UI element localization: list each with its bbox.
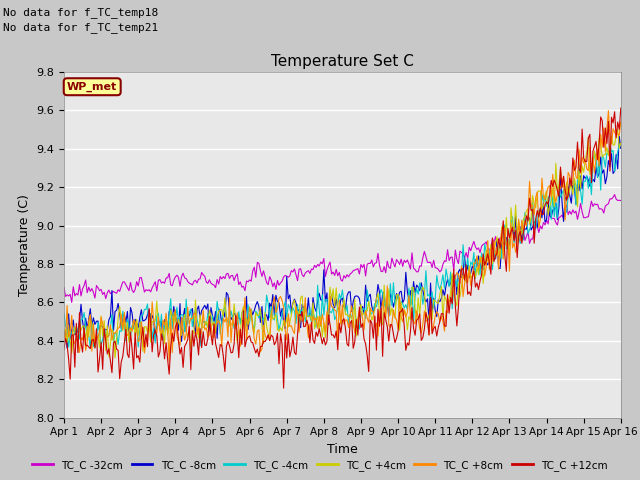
TC_C +4cm <box>76 320 83 326</box>
TC_C +8cm <box>410 319 417 324</box>
TC_C -8cm <box>410 279 417 285</box>
Text: WP_met: WP_met <box>67 82 117 92</box>
TC_C -8cm <box>165 309 173 314</box>
TC_C -32cm <box>410 265 417 271</box>
TC_C +8cm <box>550 192 558 198</box>
Text: No data for f_TC_temp21: No data for f_TC_temp21 <box>3 22 159 33</box>
TC_C +12cm <box>76 310 83 315</box>
TC_C +8cm <box>165 358 173 364</box>
TC_C -32cm <box>550 216 558 221</box>
Line: TC_C +8cm: TC_C +8cm <box>64 111 621 361</box>
TC_C -32cm <box>165 271 173 276</box>
TC_C -32cm <box>60 285 68 290</box>
TC_C +8cm <box>60 330 68 336</box>
TC_C +12cm <box>379 353 387 359</box>
TC_C +4cm <box>550 204 558 210</box>
TC_C -32cm <box>611 192 618 197</box>
TC_C +4cm <box>111 355 119 361</box>
TC_C +4cm <box>165 325 173 331</box>
Line: TC_C +4cm: TC_C +4cm <box>64 129 621 358</box>
TC_C -4cm <box>379 290 387 296</box>
TC_C -8cm <box>60 331 68 337</box>
TC_C +4cm <box>410 285 417 290</box>
TC_C -4cm <box>76 336 83 342</box>
TC_C +4cm <box>60 331 68 337</box>
TC_C +8cm <box>164 326 172 332</box>
Line: TC_C +12cm: TC_C +12cm <box>64 108 621 388</box>
TC_C -32cm <box>397 256 405 262</box>
Legend: TC_C -32cm, TC_C -8cm, TC_C -4cm, TC_C +4cm, TC_C +8cm, TC_C +12cm: TC_C -32cm, TC_C -8cm, TC_C -4cm, TC_C +… <box>28 456 612 475</box>
TC_C +8cm <box>379 299 387 304</box>
TC_C +8cm <box>397 314 405 320</box>
TC_C -32cm <box>617 198 625 204</box>
TC_C +12cm <box>410 325 417 331</box>
TC_C +8cm <box>617 119 625 125</box>
Line: TC_C -8cm: TC_C -8cm <box>64 136 621 348</box>
TC_C +4cm <box>397 300 405 305</box>
TC_C -8cm <box>379 291 387 297</box>
TC_C +12cm <box>550 177 558 183</box>
TC_C -4cm <box>165 310 173 315</box>
TC_C +12cm <box>164 357 172 362</box>
TC_C -4cm <box>91 345 99 351</box>
TC_C -4cm <box>616 141 623 147</box>
TC_C +12cm <box>280 385 287 391</box>
TC_C +12cm <box>397 309 405 314</box>
Line: TC_C -4cm: TC_C -4cm <box>64 144 621 348</box>
Line: TC_C -32cm: TC_C -32cm <box>64 194 621 302</box>
Title: Temperature Set C: Temperature Set C <box>271 54 414 70</box>
Text: No data for f_TC_temp18: No data for f_TC_temp18 <box>3 7 159 18</box>
Y-axis label: Temperature (C): Temperature (C) <box>18 194 31 296</box>
TC_C -4cm <box>617 143 625 149</box>
TC_C -8cm <box>77 301 85 307</box>
TC_C -8cm <box>63 345 71 351</box>
TC_C -4cm <box>397 299 405 304</box>
TC_C +8cm <box>605 108 612 114</box>
TC_C -32cm <box>68 300 76 305</box>
TC_C +12cm <box>60 347 68 352</box>
X-axis label: Time: Time <box>327 443 358 456</box>
TC_C -8cm <box>397 288 405 294</box>
TC_C -8cm <box>616 133 623 139</box>
TC_C +4cm <box>614 126 621 132</box>
TC_C -8cm <box>550 207 558 213</box>
TC_C -8cm <box>617 145 625 151</box>
TC_C +4cm <box>379 322 387 327</box>
TC_C +4cm <box>617 140 625 146</box>
TC_C -32cm <box>379 269 387 275</box>
TC_C +12cm <box>617 105 625 111</box>
TC_C -4cm <box>410 319 417 325</box>
TC_C -32cm <box>77 293 85 299</box>
TC_C -4cm <box>550 214 558 219</box>
TC_C -4cm <box>60 311 68 316</box>
TC_C +8cm <box>76 349 83 355</box>
